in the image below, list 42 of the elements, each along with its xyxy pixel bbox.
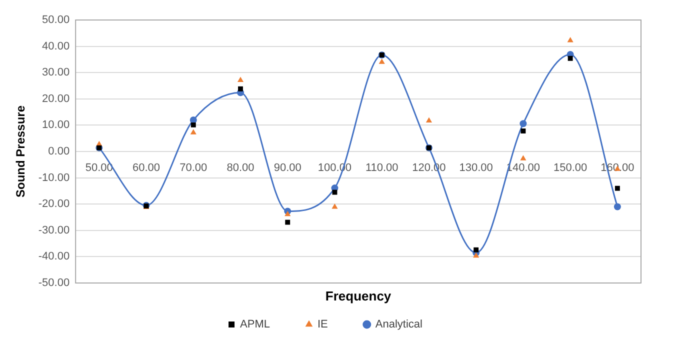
y-tick-label: -40.00 bbox=[38, 250, 70, 263]
y-tick-label: 0.00 bbox=[48, 146, 70, 158]
x-tick-label: 90.00 bbox=[274, 162, 302, 174]
point bbox=[426, 117, 432, 122]
y-axis-title: Sound Pressure bbox=[14, 105, 28, 198]
y-tick-label: -20.00 bbox=[38, 198, 70, 210]
y-tick-label: -50.00 bbox=[38, 277, 70, 290]
x-axis-title: Frequency bbox=[325, 288, 392, 304]
legend-label: Analytical bbox=[375, 318, 422, 331]
point bbox=[237, 76, 244, 82]
x-tick-label: 50.00 bbox=[85, 162, 113, 174]
point bbox=[238, 86, 243, 92]
y-tick-label: 40.00 bbox=[42, 40, 70, 52]
legend-label: IE bbox=[317, 318, 328, 331]
x-tick-label: 80.00 bbox=[226, 162, 254, 174]
point bbox=[378, 58, 385, 64]
y-tick-label: -30.00 bbox=[38, 224, 70, 236]
point bbox=[568, 56, 573, 61]
point bbox=[190, 122, 196, 128]
point bbox=[190, 116, 197, 124]
point bbox=[473, 252, 480, 258]
y-tick-label: -10.00 bbox=[38, 172, 70, 184]
point bbox=[614, 186, 620, 191]
point bbox=[520, 120, 527, 128]
point bbox=[474, 247, 479, 252]
y-tick-label: 10.00 bbox=[42, 119, 70, 132]
point bbox=[520, 128, 526, 134]
point bbox=[190, 129, 196, 134]
x-tick-label: 60.00 bbox=[132, 162, 160, 174]
point bbox=[285, 220, 290, 225]
point bbox=[284, 210, 291, 216]
y-tick-label: 30.00 bbox=[42, 66, 70, 79]
point bbox=[520, 155, 526, 160]
legend-label: APML bbox=[240, 318, 270, 331]
x-tick-label: 150.00 bbox=[553, 162, 588, 174]
point bbox=[614, 203, 621, 210]
y-tick-label: 20.00 bbox=[42, 92, 70, 105]
x-tick-label: 70.00 bbox=[180, 162, 208, 174]
x-tick-label: 130.00 bbox=[459, 162, 493, 174]
x-tick-label: 110.00 bbox=[365, 162, 398, 174]
point bbox=[567, 37, 574, 42]
y-tick-label: 50.00 bbox=[42, 14, 70, 26]
